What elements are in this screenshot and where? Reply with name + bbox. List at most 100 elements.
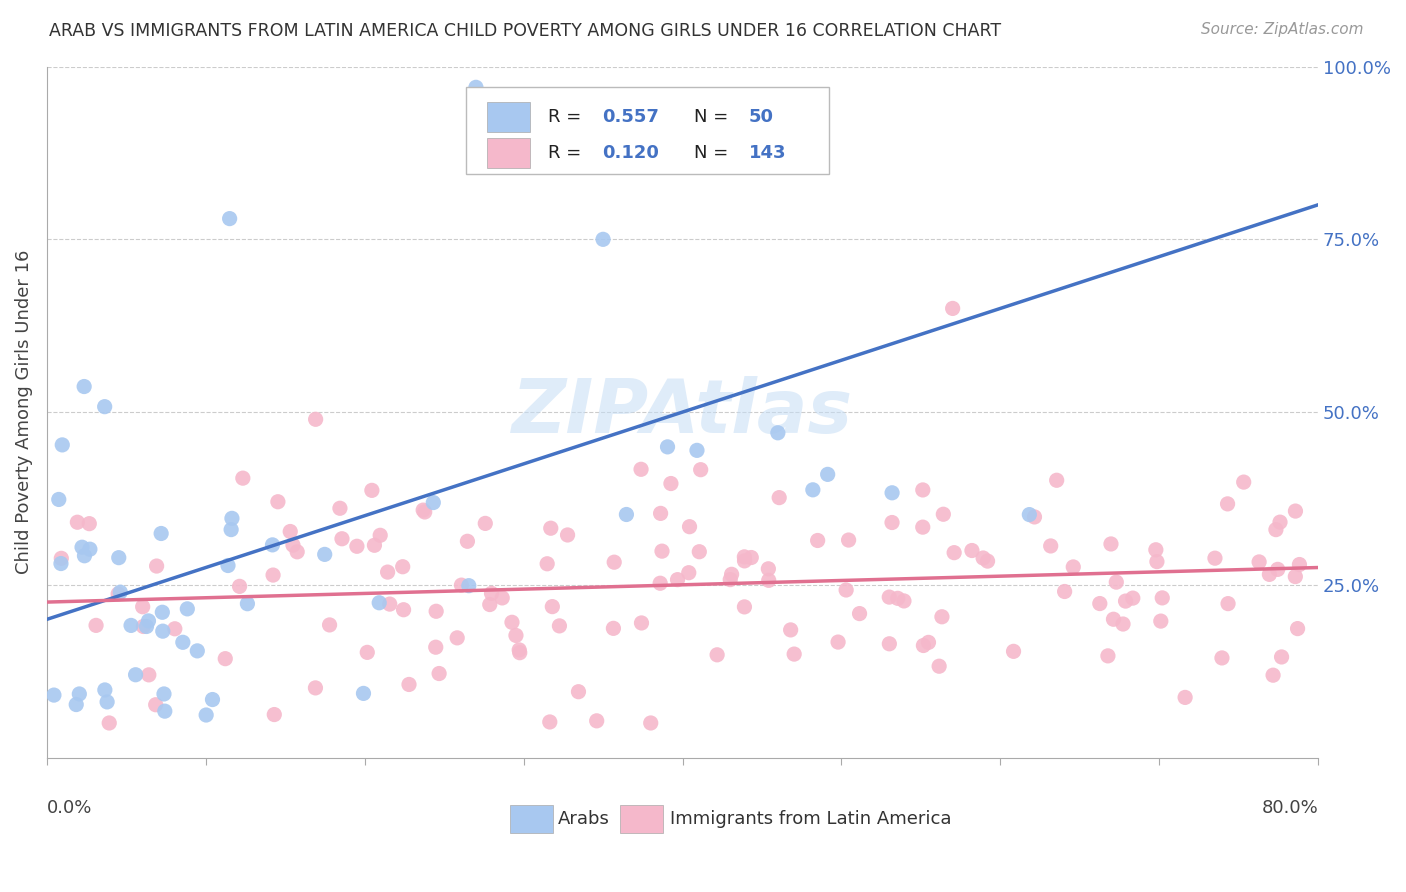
Point — [1216, 597, 1239, 611]
Point — [281, 538, 304, 552]
Point — [153, 704, 176, 718]
Point — [456, 534, 478, 549]
Point — [67, 687, 90, 701]
Point — [1216, 497, 1239, 511]
Point — [1122, 591, 1144, 606]
Point — [1062, 560, 1084, 574]
Point — [138, 614, 160, 628]
Point — [666, 573, 689, 587]
Point — [651, 544, 673, 558]
Y-axis label: Child Poverty Among Girls Under 16: Child Poverty Among Girls Under 16 — [15, 250, 32, 574]
Point — [928, 659, 950, 673]
Point — [66, 515, 89, 529]
Point — [1233, 475, 1256, 489]
Point — [540, 521, 562, 535]
Point — [65, 698, 87, 712]
Point — [960, 543, 983, 558]
Point — [734, 554, 756, 568]
Point — [932, 508, 955, 522]
Point — [616, 508, 638, 522]
Point — [153, 687, 176, 701]
Point — [740, 550, 762, 565]
Point — [51, 438, 73, 452]
Point — [505, 628, 527, 642]
Point — [363, 538, 385, 552]
Point — [1211, 651, 1233, 665]
Point — [201, 692, 224, 706]
Point — [835, 582, 858, 597]
Point — [603, 555, 626, 569]
Point — [150, 605, 173, 619]
Point — [592, 232, 614, 246]
Point — [1204, 551, 1226, 566]
Point — [163, 622, 186, 636]
Point — [93, 400, 115, 414]
Point — [880, 485, 903, 500]
Point — [96, 695, 118, 709]
Point — [195, 708, 218, 723]
Text: R =: R = — [548, 144, 586, 162]
Point — [186, 644, 208, 658]
Point — [1261, 668, 1284, 682]
Point — [478, 598, 501, 612]
Point — [1288, 558, 1310, 572]
Point — [1264, 523, 1286, 537]
Point — [135, 619, 157, 633]
Point — [917, 635, 939, 649]
Point — [214, 651, 236, 665]
Point — [450, 578, 472, 592]
Text: Immigrants from Latin America: Immigrants from Latin America — [669, 810, 952, 828]
Point — [1284, 504, 1306, 518]
Point — [1144, 542, 1167, 557]
Point — [536, 557, 558, 571]
Point — [98, 716, 121, 731]
Point — [1053, 584, 1076, 599]
Point — [218, 211, 240, 226]
Text: 80.0%: 80.0% — [1261, 799, 1319, 817]
Point — [657, 440, 679, 454]
Point — [880, 516, 903, 530]
Text: R =: R = — [548, 108, 586, 126]
Point — [94, 682, 117, 697]
Point — [1112, 617, 1135, 632]
Point — [943, 546, 966, 560]
Point — [827, 635, 849, 649]
Point — [304, 681, 326, 695]
Point — [1088, 597, 1111, 611]
Point — [1249, 555, 1271, 569]
Point — [107, 550, 129, 565]
Point — [120, 618, 142, 632]
Point — [267, 494, 290, 508]
Point — [972, 551, 994, 566]
Point — [630, 462, 652, 476]
Point — [228, 579, 250, 593]
Point — [733, 549, 755, 564]
Point — [807, 533, 830, 548]
Point — [557, 528, 579, 542]
Point — [911, 520, 934, 534]
Point — [817, 467, 839, 482]
Point — [425, 604, 447, 618]
Text: ARAB VS IMMIGRANTS FROM LATIN AMERICA CHILD POVERTY AMONG GIRLS UNDER 16 CORRELA: ARAB VS IMMIGRANTS FROM LATIN AMERICA CH… — [49, 22, 1001, 40]
Point — [1267, 562, 1289, 576]
Point — [1268, 515, 1291, 529]
Point — [640, 716, 662, 731]
Point — [1018, 508, 1040, 522]
Point — [427, 666, 450, 681]
Point — [801, 483, 824, 497]
Point — [124, 667, 146, 681]
Point — [377, 565, 399, 579]
Point — [848, 607, 870, 621]
Point — [720, 567, 742, 582]
Point — [911, 483, 934, 497]
Point — [221, 511, 243, 525]
Point — [659, 476, 682, 491]
Point — [686, 443, 709, 458]
Point — [51, 551, 73, 566]
Point — [48, 492, 70, 507]
Point — [779, 623, 801, 637]
Point — [733, 599, 755, 614]
Text: Arabs: Arabs — [558, 810, 610, 828]
Point — [1046, 473, 1069, 487]
FancyBboxPatch shape — [486, 137, 530, 169]
